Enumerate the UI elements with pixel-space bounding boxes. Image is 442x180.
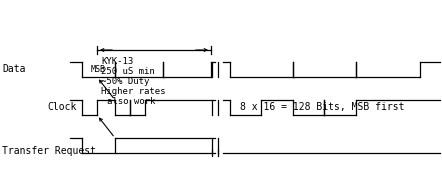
Text: MSB: MSB [91, 65, 106, 74]
Text: Transfer Request: Transfer Request [2, 147, 96, 156]
Text: Clock: Clock [47, 102, 76, 112]
Text: also work: also work [107, 97, 156, 106]
Text: 8 x 16 = 128 Bits, MSB first: 8 x 16 = 128 Bits, MSB first [240, 102, 404, 112]
Text: Data: Data [2, 64, 26, 75]
Text: 250 uS min: 250 uS min [101, 67, 155, 76]
Text: KYK-13: KYK-13 [101, 57, 133, 66]
Text: Higher rates: Higher rates [101, 87, 165, 96]
Text: ~50% Duty: ~50% Duty [101, 77, 149, 86]
